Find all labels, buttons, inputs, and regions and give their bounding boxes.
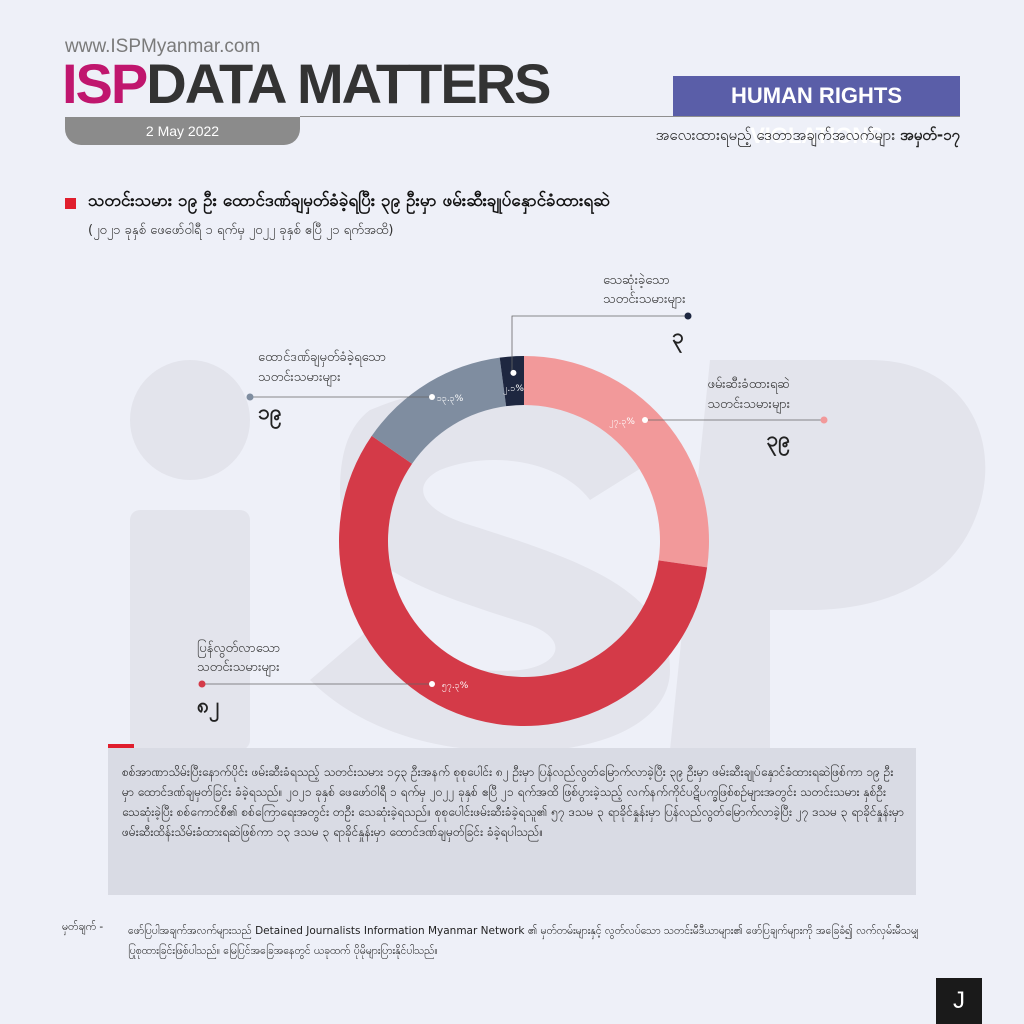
section-title: သတင်းသမား ၁၉ ဦး ထောင်ဒဏ်ချမှတ်ခံခဲ့ရပြီး…: [88, 191, 610, 211]
percent-label-0: ၂၇.၃%: [609, 417, 635, 428]
series-number: အမှတ်-၁၇: [899, 126, 960, 144]
percent-label-3: ၂.၁%: [503, 384, 524, 395]
j-badge: J: [936, 978, 982, 1024]
donut-slice-2: [371, 357, 507, 464]
callout-dot-1: [198, 680, 206, 688]
percent-marker-2: [429, 394, 435, 400]
slice-label-1-line1: ပြန်လွတ်လာသော: [197, 639, 280, 658]
slice-label-0-line1: ဖမ်းဆီးခံထားရဆဲ: [707, 376, 790, 394]
description-text: စစ်အာဏာသိမ်းပြီးနောက်ပိုင်း ဖမ်းဆီးခံရသည…: [122, 765, 904, 839]
callout-dot-3: [684, 312, 692, 320]
note-label: မှတ်ချက် -: [62, 921, 104, 933]
donut-slice-1: [339, 435, 708, 726]
callout-line-3: [511, 315, 688, 372]
slice-value-3: ၃: [672, 324, 684, 354]
percent-marker-1: [429, 681, 435, 687]
series-subtitle: အလေးထားရမည့် ဒေတာအချက်အလက်များ အမှတ်-၁၇: [656, 126, 960, 148]
slice-value-2: ၁၉: [258, 400, 282, 430]
callout-dot-0: [820, 416, 828, 424]
category-badge: HUMAN RIGHTS VIOLATIONS: [673, 76, 960, 148]
series-subtitle-prefix: အလေးထားရမည့် ဒေတာအချက်အလက်များ: [655, 126, 896, 144]
callout-dot-2: [246, 393, 254, 401]
percent-label-1: ၅၇.၃%: [442, 681, 469, 692]
donut-slice-3: [499, 356, 524, 407]
percent-marker-0: [642, 417, 648, 423]
logo-data-matters-text: DATA MATTERS: [146, 52, 551, 115]
publish-date: 2 May 2022: [65, 117, 300, 145]
description-accent: [108, 744, 134, 748]
slice-value-1: ၈၂: [197, 693, 219, 723]
slice-label-2-line1: ထောင်ဒဏ်ချမှတ်ခံခဲ့ရသော: [258, 349, 386, 367]
slice-label-1-line2: သတင်းသမားများ: [197, 659, 280, 677]
slice-value-0: ၃၉: [766, 427, 790, 457]
description-box: [108, 748, 916, 895]
logo-isp-text: ISP: [62, 52, 148, 115]
percent-marker-3: [510, 369, 517, 376]
slice-label-2-line2: သတင်းသမားများ: [258, 369, 341, 387]
slice-label-0-line2: သတင်းသမားများ: [707, 396, 790, 414]
title-bullet: [65, 198, 76, 209]
isp-logo: ISPDATA MATTERS: [62, 52, 551, 115]
header-divider: [300, 116, 960, 117]
website-url: www.ISPMyanmar.com: [65, 36, 261, 57]
slice-label-3-line2: သတင်းသမားများ: [603, 291, 686, 309]
donut-slice-0: [524, 356, 709, 568]
percent-label-2: ၁၃.၃%: [437, 394, 464, 405]
note-text: ဖော်ပြပါအချက်အလက်များသည် Detained Journa…: [128, 925, 920, 957]
slice-label-3-line1: သေဆုံးခဲ့သော: [603, 273, 670, 290]
section-period: (၂၀၂၁ ခုနှစ် ဖေဖော်ဝါရီ ၁ ရက်မှ ၂၀၂၂ ခုန…: [88, 223, 394, 238]
